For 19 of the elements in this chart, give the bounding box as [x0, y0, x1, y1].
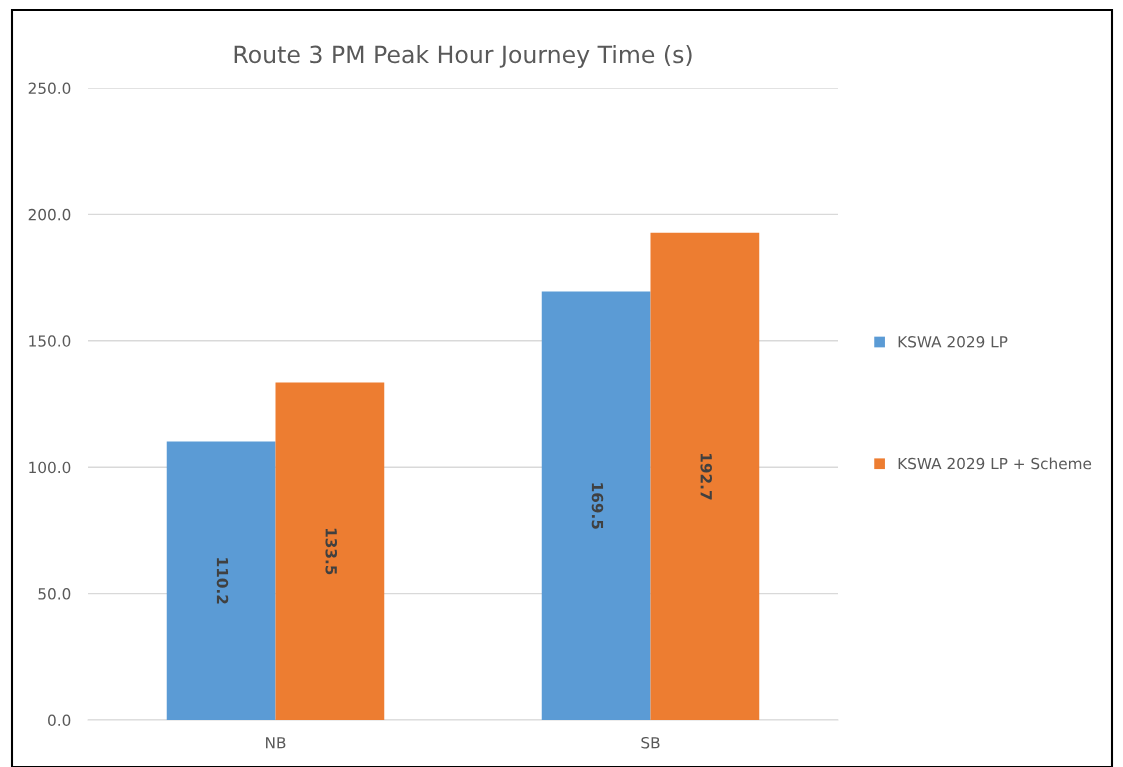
data-label: 133.5 [325, 528, 337, 575]
bar [541, 291, 651, 720]
legend-label: KSWA 2029 LP [898, 336, 1008, 348]
chart-title: Route 3 PM Peak Hour Journey Time (s) [234, 45, 692, 68]
bar [166, 441, 276, 720]
legend-label: KSWA 2029 LP + Scheme [898, 457, 1092, 470]
y-tick-label: 50.0 [38, 588, 71, 600]
x-tick-label: SB [641, 736, 660, 749]
data-label: 169.5 [591, 483, 604, 529]
x-tick-label: NB [266, 737, 286, 749]
y-tick-label: 0.0 [48, 714, 71, 727]
data-label: 192.7 [700, 453, 712, 500]
y-tick-label: 150.0 [29, 335, 71, 347]
bar [275, 382, 385, 720]
y-tick-label: 250.0 [28, 82, 71, 95]
y-tick-label: 100.0 [29, 461, 71, 474]
y-tick-label: 200.0 [28, 208, 71, 221]
bar [650, 232, 760, 720]
data-label: 110.2 [216, 558, 229, 604]
